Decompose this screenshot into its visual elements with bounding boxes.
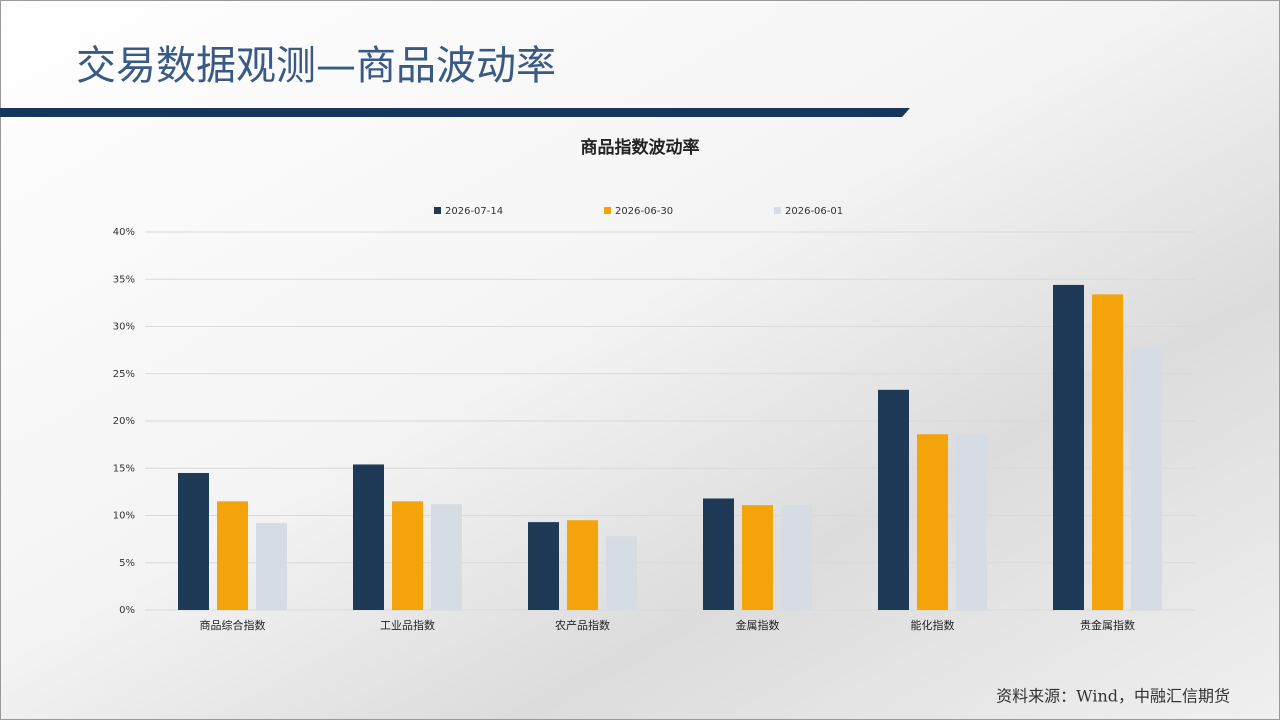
x-tick-label: 金属指数 bbox=[736, 618, 780, 632]
bar bbox=[392, 501, 423, 610]
bar bbox=[917, 434, 948, 610]
bar bbox=[431, 504, 462, 610]
bar bbox=[781, 505, 812, 610]
bar bbox=[878, 389, 909, 610]
slide-title: 交易数据观测—商品波动率 bbox=[76, 43, 556, 89]
y-tick-label: 0% bbox=[119, 605, 135, 616]
x-tick-label: 工业品指数 bbox=[380, 618, 435, 632]
legend-label: 2026-06-30 bbox=[615, 206, 673, 217]
legend-marker bbox=[774, 207, 781, 214]
y-tick-label: 20% bbox=[113, 416, 135, 427]
x-tick-label: 能化指数 bbox=[911, 618, 955, 632]
y-tick-label: 40% bbox=[113, 227, 135, 238]
bar bbox=[1053, 284, 1084, 610]
bar bbox=[353, 464, 384, 610]
source: 资料来源：Wind，中融汇信期货 bbox=[996, 687, 1230, 706]
bar bbox=[567, 520, 598, 610]
legend-marker bbox=[434, 207, 441, 214]
bar bbox=[217, 501, 248, 610]
y-tick-label: 10% bbox=[113, 511, 135, 522]
legend-label: 2026-06-01 bbox=[785, 206, 843, 217]
bar bbox=[178, 472, 209, 610]
y-tick-label: 25% bbox=[113, 369, 135, 380]
bar bbox=[1092, 294, 1123, 610]
legend-label: 2026-07-14 bbox=[445, 206, 503, 217]
bar bbox=[703, 498, 734, 610]
legend-marker bbox=[604, 207, 611, 214]
bar bbox=[742, 505, 773, 610]
bar bbox=[956, 434, 987, 610]
bar bbox=[1131, 348, 1162, 610]
bar bbox=[606, 536, 637, 610]
y-tick-label: 5% bbox=[119, 558, 135, 569]
header-bar bbox=[0, 108, 910, 117]
y-tick-label: 35% bbox=[113, 274, 135, 285]
x-tick-label: 贵金属指数 bbox=[1080, 618, 1135, 632]
y-tick-label: 15% bbox=[113, 463, 135, 474]
bar bbox=[528, 522, 559, 610]
x-tick-label: 商品综合指数 bbox=[200, 618, 266, 632]
y-tick-label: 30% bbox=[113, 322, 135, 333]
chart-title: 商品指数波动率 bbox=[581, 137, 700, 158]
bar bbox=[256, 523, 287, 610]
x-tick-label: 农产品指数 bbox=[555, 618, 610, 632]
